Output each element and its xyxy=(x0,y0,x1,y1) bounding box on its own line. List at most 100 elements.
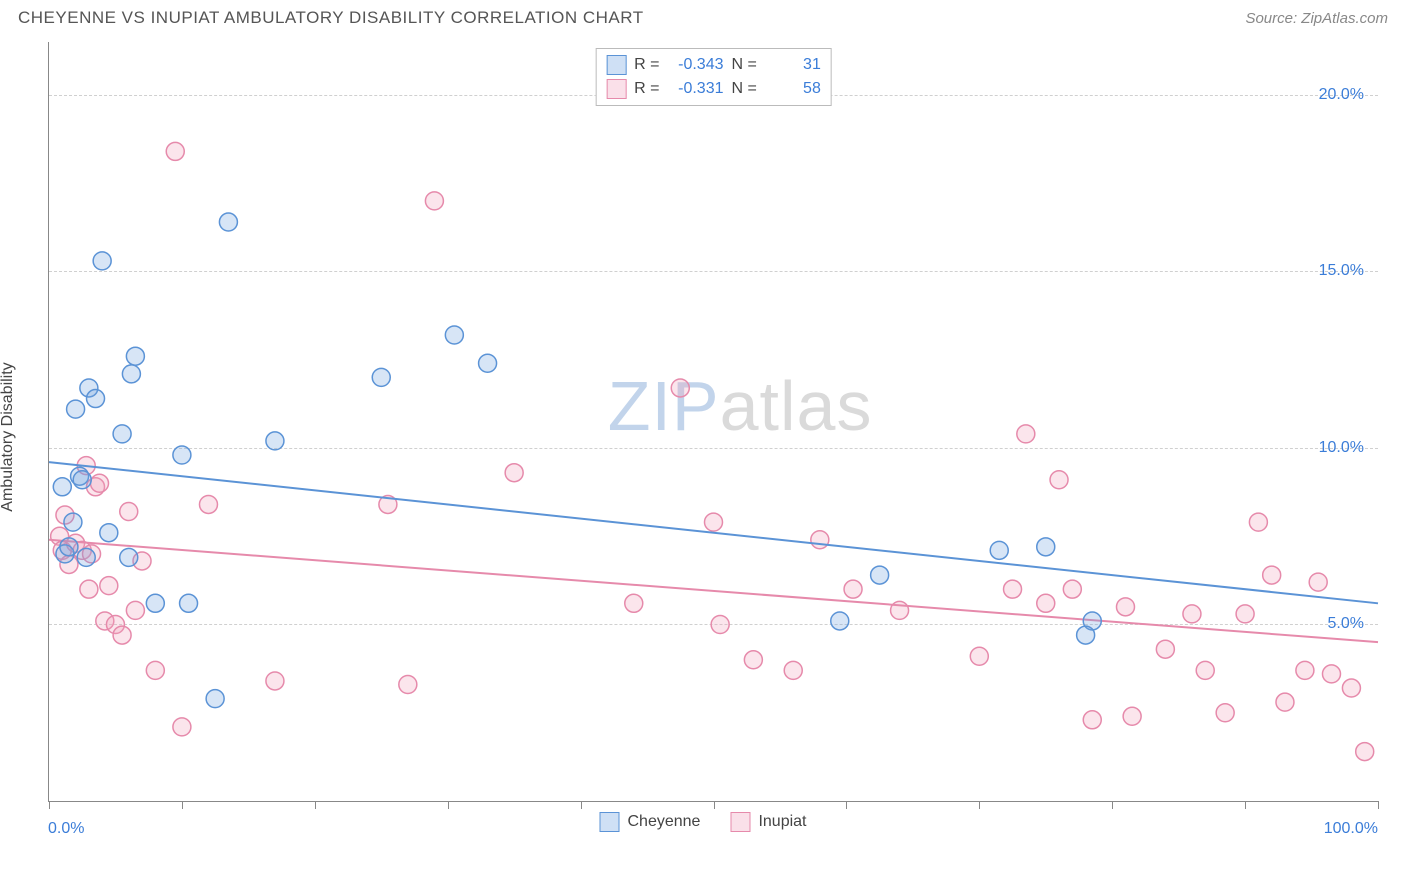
data-point xyxy=(1083,711,1101,729)
data-point xyxy=(990,541,1008,559)
data-point xyxy=(53,478,71,496)
x-max-label: 100.0% xyxy=(1324,820,1378,838)
chart-title: CHEYENNE VS INUPIAT AMBULATORY DISABILIT… xyxy=(18,8,644,28)
data-point xyxy=(784,661,802,679)
r-value-cheyenne: -0.343 xyxy=(668,53,724,77)
data-point xyxy=(1263,566,1281,584)
data-point xyxy=(1183,605,1201,623)
r-value-inupiat: -0.331 xyxy=(668,77,724,101)
data-point xyxy=(705,513,723,531)
series-label-cheyenne: Cheyenne xyxy=(628,813,701,831)
data-point xyxy=(711,615,729,633)
data-point xyxy=(1037,538,1055,556)
data-point xyxy=(266,672,284,690)
data-point xyxy=(671,379,689,397)
data-point xyxy=(1356,743,1374,761)
data-point xyxy=(1296,661,1314,679)
swatch-cheyenne xyxy=(606,55,626,75)
data-point xyxy=(1077,626,1095,644)
data-point xyxy=(1236,605,1254,623)
data-point xyxy=(266,432,284,450)
legend-row-cheyenne: R = -0.343 N = 31 xyxy=(606,53,821,77)
data-point xyxy=(87,390,105,408)
data-point xyxy=(1017,425,1035,443)
data-point xyxy=(831,612,849,630)
data-point xyxy=(1322,665,1340,683)
y-axis-label: Ambulatory Disability xyxy=(0,362,17,511)
data-point xyxy=(100,577,118,595)
data-point xyxy=(166,142,184,160)
n-label: N = xyxy=(732,53,757,77)
data-point xyxy=(744,651,762,669)
n-value-inupiat: 58 xyxy=(765,77,821,101)
chart-container: Ambulatory Disability ZIPatlas R = -0.34… xyxy=(18,42,1388,832)
xtick xyxy=(581,801,582,809)
data-point xyxy=(871,566,889,584)
data-point xyxy=(1063,580,1081,598)
data-point xyxy=(811,531,829,549)
data-point xyxy=(122,365,140,383)
swatch-inupiat xyxy=(730,812,750,832)
x-min-label: 0.0% xyxy=(48,820,84,838)
xtick xyxy=(49,801,50,809)
data-point xyxy=(1196,661,1214,679)
data-point xyxy=(73,471,91,489)
data-point xyxy=(206,690,224,708)
xtick xyxy=(1112,801,1113,809)
legend-item-inupiat: Inupiat xyxy=(730,812,806,832)
data-point xyxy=(60,538,78,556)
data-point xyxy=(173,718,191,736)
data-point xyxy=(1216,704,1234,722)
source-label: Source: ZipAtlas.com xyxy=(1245,10,1388,27)
xtick xyxy=(182,801,183,809)
data-point xyxy=(479,354,497,372)
data-point xyxy=(399,676,417,694)
data-point xyxy=(970,647,988,665)
data-point xyxy=(77,548,95,566)
swatch-cheyenne xyxy=(600,812,620,832)
legend-correlation: R = -0.343 N = 31 R = -0.331 N = 58 xyxy=(595,48,832,106)
data-point xyxy=(126,601,144,619)
data-point xyxy=(1123,707,1141,725)
data-point xyxy=(844,580,862,598)
xtick xyxy=(714,801,715,809)
data-point xyxy=(625,594,643,612)
data-point xyxy=(80,580,98,598)
plot-area: ZIPatlas R = -0.343 N = 31 R = -0.331 N … xyxy=(48,42,1378,802)
data-point xyxy=(126,347,144,365)
data-point xyxy=(64,513,82,531)
swatch-inupiat xyxy=(606,79,626,99)
data-point xyxy=(445,326,463,344)
data-point xyxy=(1037,594,1055,612)
data-point xyxy=(1309,573,1327,591)
trend-line xyxy=(49,462,1378,603)
legend-item-cheyenne: Cheyenne xyxy=(600,812,701,832)
data-point xyxy=(113,626,131,644)
data-point xyxy=(1156,640,1174,658)
n-value-cheyenne: 31 xyxy=(765,53,821,77)
data-point xyxy=(1342,679,1360,697)
data-point xyxy=(120,548,138,566)
legend-series: Cheyenne Inupiat xyxy=(600,812,807,832)
r-label: R = xyxy=(634,77,659,101)
data-point xyxy=(180,594,198,612)
n-label: N = xyxy=(732,77,757,101)
data-point xyxy=(1276,693,1294,711)
xtick xyxy=(448,801,449,809)
data-point xyxy=(505,464,523,482)
data-point xyxy=(1050,471,1068,489)
data-point xyxy=(425,192,443,210)
data-point xyxy=(372,368,390,386)
xtick xyxy=(1245,801,1246,809)
xtick xyxy=(1378,801,1379,809)
data-point xyxy=(219,213,237,231)
data-point xyxy=(173,446,191,464)
xtick xyxy=(315,801,316,809)
data-point xyxy=(1004,580,1022,598)
data-point xyxy=(91,474,109,492)
r-label: R = xyxy=(634,53,659,77)
xtick xyxy=(846,801,847,809)
data-point xyxy=(146,661,164,679)
data-point xyxy=(100,524,118,542)
series-label-inupiat: Inupiat xyxy=(758,813,806,831)
